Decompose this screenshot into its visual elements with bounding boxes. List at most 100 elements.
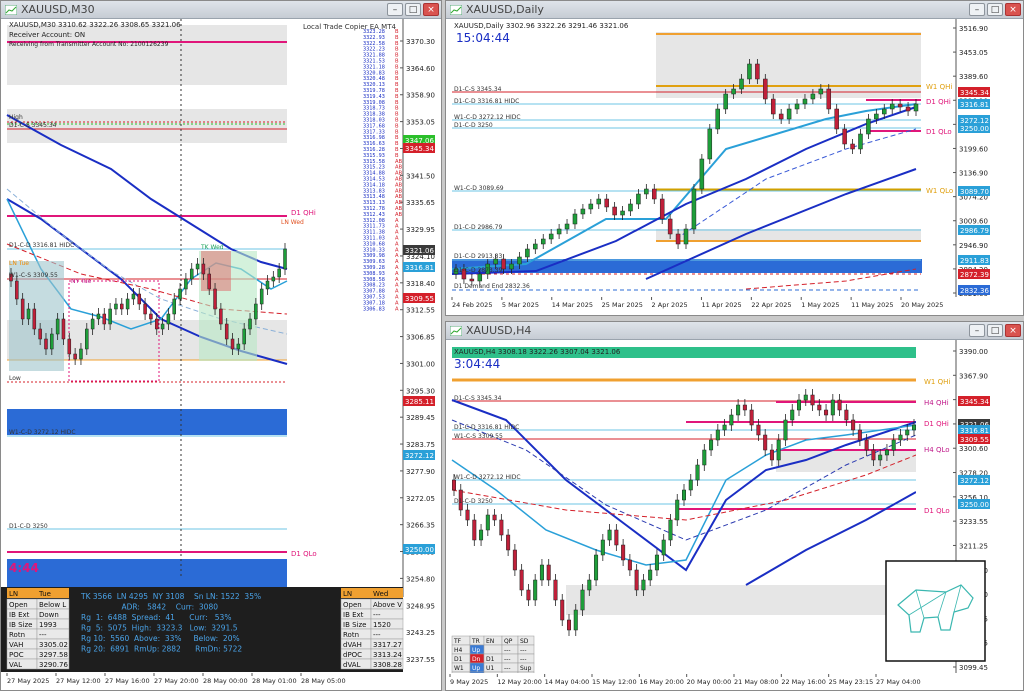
m30-candles <box>9 243 287 365</box>
price-axis-label: 3306.85 <box>406 334 435 342</box>
price-axis-label: 3278.20 <box>959 470 988 478</box>
ladder-tpo: B <box>395 135 399 141</box>
session-row-value: Down <box>39 611 59 619</box>
ladder-tpo: B <box>395 76 399 82</box>
session-row-label: VAL <box>9 661 22 669</box>
m30-titlebar[interactable]: XAUUSD,M30 – □ × <box>1 1 441 19</box>
maximize-icon[interactable]: □ <box>987 3 1003 16</box>
session-row-value: Below L <box>39 601 66 609</box>
trend-table-cell: U1 <box>486 665 494 672</box>
ladder-tpo: B <box>395 106 399 112</box>
label-d1cd: D1-C-D 3316.81 HIDC <box>9 242 74 249</box>
price-axis-label: 3256.10 <box>959 494 988 502</box>
m30-chart-window[interactable]: XAUUSD,M30 – □ × <box>0 0 442 691</box>
ladder-price: 3311.03 <box>363 236 385 242</box>
price-tag <box>403 143 435 153</box>
daily-label-d1cd4: D1-C-D 2913.83 <box>454 253 502 260</box>
ladder-price: 3315.23 <box>363 165 385 171</box>
maximize-icon[interactable]: □ <box>987 324 1003 337</box>
trend-table-cell: H4 <box>454 647 463 654</box>
price-axis-label: 3370.30 <box>406 38 435 46</box>
time-axis-label: 22 Apr 2025 <box>751 301 791 309</box>
price-tag-value: 3089.70 <box>960 188 989 196</box>
minimize-icon[interactable]: – <box>969 3 985 16</box>
price-tag <box>958 115 990 125</box>
ladder-price: 3315.93 <box>363 153 385 159</box>
price-tag <box>958 419 990 429</box>
ladder-price: 3319.08 <box>363 100 385 106</box>
ladder-price: 3314.18 <box>363 182 385 188</box>
ladder-tpo: B <box>395 35 399 41</box>
h4-label-d1qlo: D1 QLo <box>924 507 950 515</box>
maximize-icon[interactable]: □ <box>405 3 421 16</box>
time-axis-label: 2 Apr 2025 <box>652 301 688 309</box>
ladder-tpo: B <box>395 147 399 153</box>
time-axis-label: 21 May 08:00 <box>734 678 779 686</box>
price-tag-value: 3347.06 <box>405 137 434 145</box>
ladder-tpo: A <box>395 300 399 306</box>
session-row-label: IB Ext <box>9 611 30 619</box>
ladder-tpo: B <box>395 82 399 88</box>
daily-header: XAUUSD,Daily 3302.96 3322.26 3291.46 332… <box>454 22 629 30</box>
chart-window-icon <box>450 325 462 336</box>
close-icon[interactable]: × <box>1005 3 1021 16</box>
daily-label-d1cd5: D1-C-D 2873.39 <box>454 267 502 274</box>
h4-chart-window[interactable]: XAUUSD,H4 – □ × 3390.00 3 <box>445 321 1024 691</box>
close-icon[interactable]: × <box>423 3 439 16</box>
price-axis-label: 3324.10 <box>406 253 435 261</box>
ladder-tpo: AB <box>395 194 403 200</box>
price-tag-value: 3345.34 <box>405 145 434 153</box>
price-axis-label: 3329.95 <box>406 226 435 234</box>
price-tag <box>958 269 990 279</box>
minimize-icon[interactable]: – <box>387 3 403 16</box>
ladder-tpo: A <box>395 283 399 289</box>
price-tag-value: 3316.81 <box>960 101 989 109</box>
session-row-value: 3313.24 <box>373 651 402 659</box>
ladder-tpo: AB <box>395 177 403 183</box>
h4-chart-area[interactable]: 3390.003367.903345.343323.003300.603278.… <box>446 340 1023 690</box>
chart-window-icon <box>5 4 17 15</box>
price-axis-label: 3318.40 <box>406 280 435 288</box>
ladder-tpo: AB <box>395 165 403 171</box>
daily-label-d1cd: D1-C-D 3316.81 HIDC <box>454 98 519 105</box>
price-axis-label: 3233.55 <box>959 518 988 526</box>
time-axis-label: 27 May 2025 <box>7 677 49 685</box>
daily-chart-window[interactable]: XAUUSD,Daily – □ × <box>445 0 1024 316</box>
daily-titlebar[interactable]: XAUUSD,Daily – □ × <box>446 1 1023 19</box>
m30-countdown: 4:44 <box>9 561 39 575</box>
price-axis-label: 3367.90 <box>959 372 988 380</box>
session-row-label: IB Size <box>9 621 32 629</box>
price-axis-label: 3358.90 <box>406 92 435 100</box>
ladder-tpo: B <box>395 100 399 106</box>
close-icon[interactable]: × <box>1005 324 1021 337</box>
minimize-icon[interactable]: – <box>969 324 985 337</box>
ladder-tpo: A <box>395 295 399 301</box>
session-row-label: Rotn <box>343 631 359 639</box>
price-tag <box>958 123 990 133</box>
h4-titlebar[interactable]: XAUUSD,H4 – □ × <box>446 322 1023 340</box>
session-row-value: 3305.02 <box>39 641 68 649</box>
label-d1cd2: D1-C-D 3250 <box>9 523 48 530</box>
price-axis-label: 3237.55 <box>406 656 435 664</box>
ladder-tpo: B <box>395 47 399 53</box>
session-row-label: Open <box>9 601 28 609</box>
ladder-price: 3309.63 <box>363 259 385 265</box>
h4-label-d1cd2: D1-C-D 3250 <box>454 498 493 505</box>
ladder-price: 3320.83 <box>363 70 385 76</box>
ladder-price: 3309.28 <box>363 265 385 271</box>
ladder-price: 3316.28 <box>363 147 385 153</box>
daily-chart-area[interactable]: 3516.903453.053389.603326.103262.603199.… <box>446 19 1023 315</box>
trend-table-head: SD <box>520 638 529 645</box>
ladder-price: 3307.88 <box>363 289 385 295</box>
m30-chart-area[interactable]: 3370.303364.603358.903353.053347.353341.… <box>1 19 441 690</box>
time-axis-label: 28 May 00:00 <box>203 677 248 685</box>
ladder-tpo: AB <box>395 200 403 206</box>
price-tag <box>403 135 435 145</box>
price-tag-value: 2872.39 <box>960 271 989 279</box>
ladder-tpo: A <box>395 306 399 312</box>
price-tag <box>958 87 990 97</box>
trend-table-cell: D1 <box>486 656 495 663</box>
price-axis-label: 3453.05 <box>959 49 988 57</box>
label-w1cs: W1-C-S 3309.55 <box>9 272 58 279</box>
price-axis-label: 3199.60 <box>959 145 988 153</box>
